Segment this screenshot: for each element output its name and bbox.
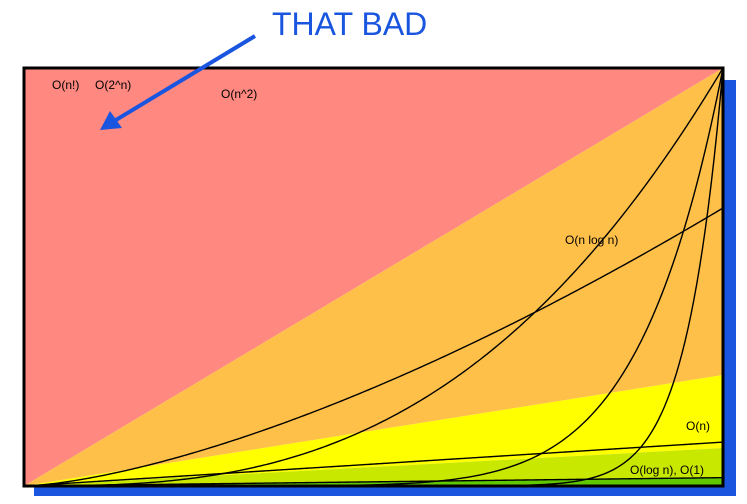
annotation-arrowhead-icon bbox=[100, 111, 122, 130]
region-good bbox=[24, 448, 723, 486]
label-factorial: O(n!) bbox=[52, 78, 79, 92]
label-n-log-n: O(n log n) bbox=[565, 233, 618, 247]
label-linear: O(n) bbox=[686, 419, 710, 433]
label-exponential: O(2^n) bbox=[95, 78, 131, 92]
frame-border bbox=[22, 66, 725, 488]
curve-n-log-n bbox=[24, 207, 723, 486]
annotation-arrow-icon bbox=[104, 34, 257, 128]
annotation-that-bad: THAT BAD bbox=[272, 6, 427, 42]
label-quadratic: O(n^2) bbox=[221, 87, 257, 101]
label-log-constant: O(log n), O(1) bbox=[630, 463, 704, 477]
curve-linear bbox=[24, 441, 723, 486]
curve-quadratic bbox=[24, 68, 723, 486]
region-bad bbox=[24, 68, 723, 486]
region-fair bbox=[24, 375, 723, 486]
curve-factorial bbox=[24, 68, 723, 486]
